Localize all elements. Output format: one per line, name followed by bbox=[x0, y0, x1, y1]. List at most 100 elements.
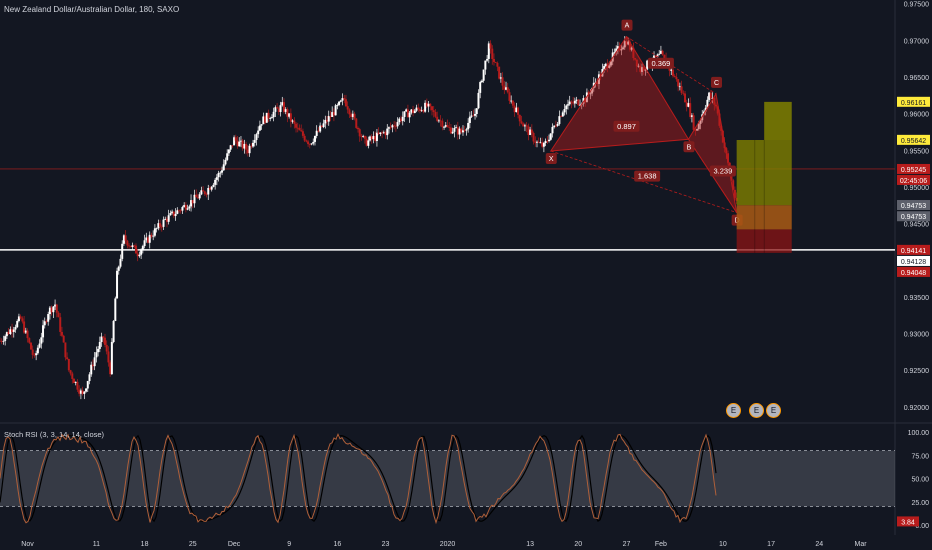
candle bbox=[191, 200, 194, 204]
entry-zone bbox=[736, 205, 792, 230]
candle bbox=[420, 110, 423, 112]
pattern-point-label: C bbox=[714, 80, 719, 87]
candle bbox=[198, 194, 201, 199]
candle bbox=[369, 136, 372, 141]
candle bbox=[463, 130, 466, 132]
candle bbox=[217, 173, 220, 178]
candle bbox=[331, 112, 334, 117]
candle bbox=[523, 125, 526, 127]
pattern-point-label: A bbox=[625, 23, 630, 30]
candle bbox=[461, 130, 464, 133]
candle bbox=[310, 143, 313, 145]
candle bbox=[413, 110, 416, 114]
candle bbox=[195, 194, 198, 198]
candle bbox=[24, 330, 27, 333]
candle bbox=[572, 102, 575, 104]
candle bbox=[432, 110, 435, 113]
candle bbox=[721, 130, 724, 143]
candle bbox=[288, 113, 291, 117]
candle bbox=[171, 211, 174, 214]
candle bbox=[38, 343, 41, 348]
candle bbox=[618, 46, 621, 51]
price-tick-label: 0.95000 bbox=[904, 185, 929, 192]
candle bbox=[363, 135, 366, 139]
candle bbox=[563, 109, 566, 113]
candle bbox=[410, 109, 413, 113]
rsi-tick-label: 0.00 bbox=[915, 523, 929, 530]
candle bbox=[623, 41, 626, 48]
candle bbox=[687, 103, 690, 107]
candle bbox=[73, 378, 76, 383]
earnings-event-icon[interactable]: E bbox=[749, 403, 764, 418]
candle bbox=[205, 194, 208, 195]
price-label-box bbox=[897, 174, 930, 185]
candle bbox=[494, 62, 497, 63]
candle bbox=[491, 48, 494, 59]
candle bbox=[31, 349, 34, 355]
candle bbox=[239, 140, 242, 142]
candle bbox=[291, 120, 294, 122]
price-label-box bbox=[897, 163, 930, 174]
candle bbox=[317, 130, 320, 132]
candle bbox=[62, 335, 65, 343]
time-tick-label: Feb bbox=[655, 541, 667, 548]
price-label: 0.94048 bbox=[901, 270, 926, 277]
candle bbox=[295, 123, 298, 128]
candle bbox=[97, 348, 100, 353]
candle bbox=[709, 92, 712, 99]
candle bbox=[172, 211, 175, 217]
pattern-point-label: X bbox=[549, 156, 554, 163]
candle bbox=[692, 115, 695, 130]
candle bbox=[534, 141, 537, 143]
time-tick-label: 9 bbox=[287, 541, 291, 548]
price-label-box bbox=[897, 211, 930, 222]
candle bbox=[449, 127, 452, 134]
candle bbox=[66, 357, 69, 360]
candle bbox=[377, 132, 380, 135]
candle bbox=[434, 112, 437, 117]
price-label: 0.95642 bbox=[901, 138, 926, 145]
candle bbox=[315, 130, 318, 136]
candle bbox=[88, 374, 91, 382]
earnings-event-icon[interactable]: E bbox=[726, 403, 741, 418]
candle bbox=[637, 65, 640, 67]
candle bbox=[610, 61, 613, 66]
candle bbox=[351, 113, 354, 117]
candle bbox=[45, 321, 48, 323]
candle bbox=[107, 351, 110, 363]
price-tick-label: 0.93000 bbox=[904, 332, 929, 339]
candle bbox=[100, 336, 103, 342]
candle bbox=[343, 98, 346, 100]
candle bbox=[134, 245, 137, 254]
candle bbox=[401, 116, 404, 122]
candle bbox=[570, 101, 573, 103]
candle bbox=[604, 63, 607, 67]
candle bbox=[186, 208, 189, 210]
candle bbox=[346, 106, 349, 110]
candle bbox=[396, 122, 399, 127]
candle bbox=[208, 187, 211, 190]
candle bbox=[0, 340, 3, 342]
candle bbox=[71, 373, 74, 379]
candle bbox=[456, 127, 459, 135]
candle bbox=[252, 142, 255, 147]
candle bbox=[733, 189, 736, 198]
candle bbox=[658, 53, 661, 55]
candle bbox=[682, 92, 685, 94]
candle bbox=[546, 140, 549, 142]
candle bbox=[5, 332, 8, 337]
candle bbox=[200, 190, 203, 195]
candle bbox=[513, 105, 516, 113]
candle bbox=[431, 106, 434, 111]
candle bbox=[467, 122, 470, 130]
candle bbox=[272, 111, 275, 118]
candle bbox=[140, 249, 143, 255]
candle bbox=[603, 66, 606, 70]
earnings-event-icon[interactable]: E bbox=[766, 403, 781, 418]
candle bbox=[4, 336, 7, 341]
candle bbox=[265, 112, 268, 123]
candle bbox=[635, 59, 638, 67]
candle bbox=[706, 99, 709, 108]
price-tick-label: 0.92500 bbox=[904, 368, 929, 375]
